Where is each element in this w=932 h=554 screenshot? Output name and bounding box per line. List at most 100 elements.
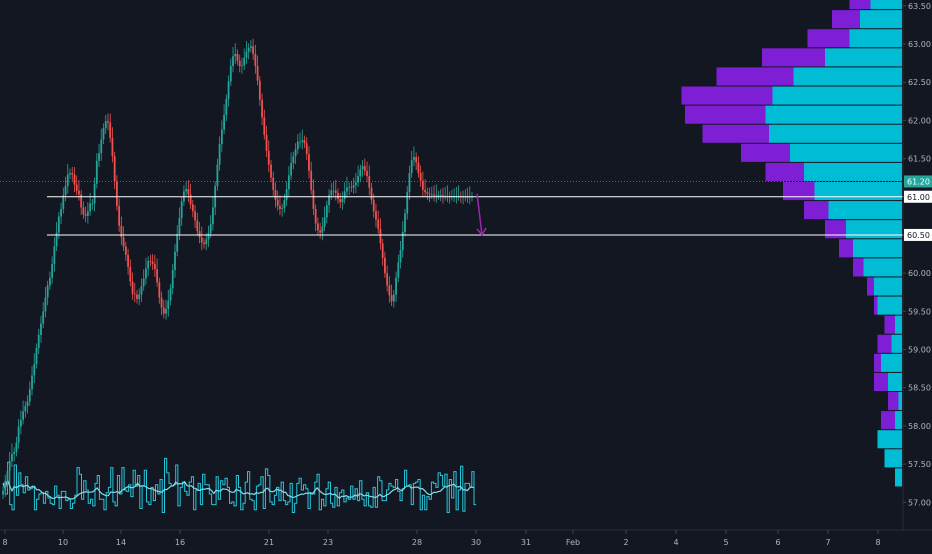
candle-body	[401, 231, 404, 251]
candle-body	[142, 278, 145, 287]
candle-body	[104, 121, 107, 129]
candle-body	[178, 218, 181, 235]
candle-body	[69, 173, 71, 175]
candle-body	[80, 194, 83, 208]
candle-body	[149, 260, 152, 262]
profile-bar-up	[828, 201, 902, 220]
candle-body	[337, 192, 339, 200]
candle-body	[127, 254, 129, 268]
candle-body	[254, 53, 257, 67]
candle-body	[372, 199, 375, 212]
candle-body	[433, 194, 435, 196]
candle-body	[145, 268, 147, 279]
annotation-arrow[interactable]	[476, 193, 487, 237]
profile-bar-down	[807, 29, 850, 48]
candle-body	[124, 246, 127, 255]
profile-bar-up	[846, 220, 902, 239]
candle-body	[207, 233, 210, 240]
candle-body	[227, 81, 230, 99]
volume-line	[3, 457, 477, 513]
candle-body	[84, 214, 87, 216]
candle-body	[299, 141, 301, 143]
candle-body	[283, 199, 286, 209]
profile-bar-up	[793, 67, 902, 86]
profile-bar-down	[874, 353, 881, 372]
candle-body	[375, 211, 377, 220]
last-price-label-box	[904, 175, 932, 188]
arrow-shaft	[476, 193, 483, 236]
candle-body	[281, 208, 284, 210]
candle-body	[62, 195, 65, 209]
candle-body	[102, 128, 105, 140]
profile-bar-down	[762, 48, 825, 67]
candle-body	[437, 195, 440, 197]
price-tick-label: 59.00	[908, 346, 931, 355]
candle-body	[203, 242, 205, 245]
candle-body	[107, 121, 109, 123]
candle-body	[57, 216, 60, 233]
profile-bar-up	[870, 0, 902, 10]
candle-body	[442, 195, 444, 197]
candle-body	[136, 294, 138, 300]
candle-body	[343, 191, 346, 200]
candle-body	[151, 261, 154, 264]
candle-body	[379, 228, 382, 244]
candle-body	[252, 46, 255, 54]
candle-body	[312, 189, 315, 209]
profile-bar-up	[814, 181, 902, 201]
candle-body	[37, 334, 40, 348]
candle-body	[399, 250, 402, 263]
candle-body	[198, 231, 201, 238]
candle-body	[73, 174, 76, 185]
time-tick-label: 2	[623, 538, 628, 547]
horizontal-line-label-box	[904, 190, 932, 203]
profile-bar-down	[765, 162, 804, 181]
candle-body	[395, 277, 397, 295]
time-tick-label: 7	[825, 538, 830, 547]
candle-body	[352, 185, 355, 188]
candle-body	[189, 194, 192, 205]
candle-body	[2, 490, 4, 495]
time-tick-label: 30	[471, 538, 481, 547]
candle-body	[31, 375, 33, 390]
candle-body	[187, 189, 190, 195]
candle-body	[421, 180, 424, 190]
candle-body	[267, 150, 270, 165]
candle-body	[26, 401, 29, 407]
price-tick-label: 60.00	[908, 269, 931, 278]
candle-body	[424, 189, 426, 193]
candle-body	[245, 51, 248, 58]
candle-body	[296, 141, 299, 150]
arrow-head	[476, 227, 487, 237]
profile-bar-up	[898, 392, 902, 411]
candle-body	[120, 225, 123, 238]
candle-body	[153, 263, 156, 270]
candle-body	[55, 232, 58, 247]
candle-body	[406, 192, 409, 214]
profile-bar-up	[790, 143, 902, 162]
candle-body	[328, 195, 330, 206]
candle-body	[354, 182, 357, 186]
profile-bar-down	[867, 277, 874, 296]
candle-body	[301, 140, 304, 142]
time-tick-label: 10	[58, 538, 68, 547]
profile-bar-up	[849, 29, 902, 48]
candle-body	[11, 454, 13, 462]
candle-body	[310, 170, 313, 190]
price-tick-label: 59.50	[908, 307, 931, 316]
candle-body	[86, 211, 89, 216]
candle-body	[303, 140, 306, 144]
time-axis[interactable]: 8 10 14 16 21 23 28 30 31 Feb 2 4 5 6 7 8	[2, 530, 881, 547]
price-tick-label: 63.00	[908, 40, 931, 49]
candle-body	[6, 470, 9, 481]
profile-bar-up	[860, 10, 902, 29]
candle-body	[89, 203, 91, 212]
candle-body	[279, 205, 281, 209]
time-tick-label: 16	[175, 538, 185, 547]
candle-body	[42, 311, 45, 324]
candle-body	[28, 389, 31, 402]
volume-ma-line	[2, 477, 475, 500]
candle-body	[116, 181, 118, 206]
